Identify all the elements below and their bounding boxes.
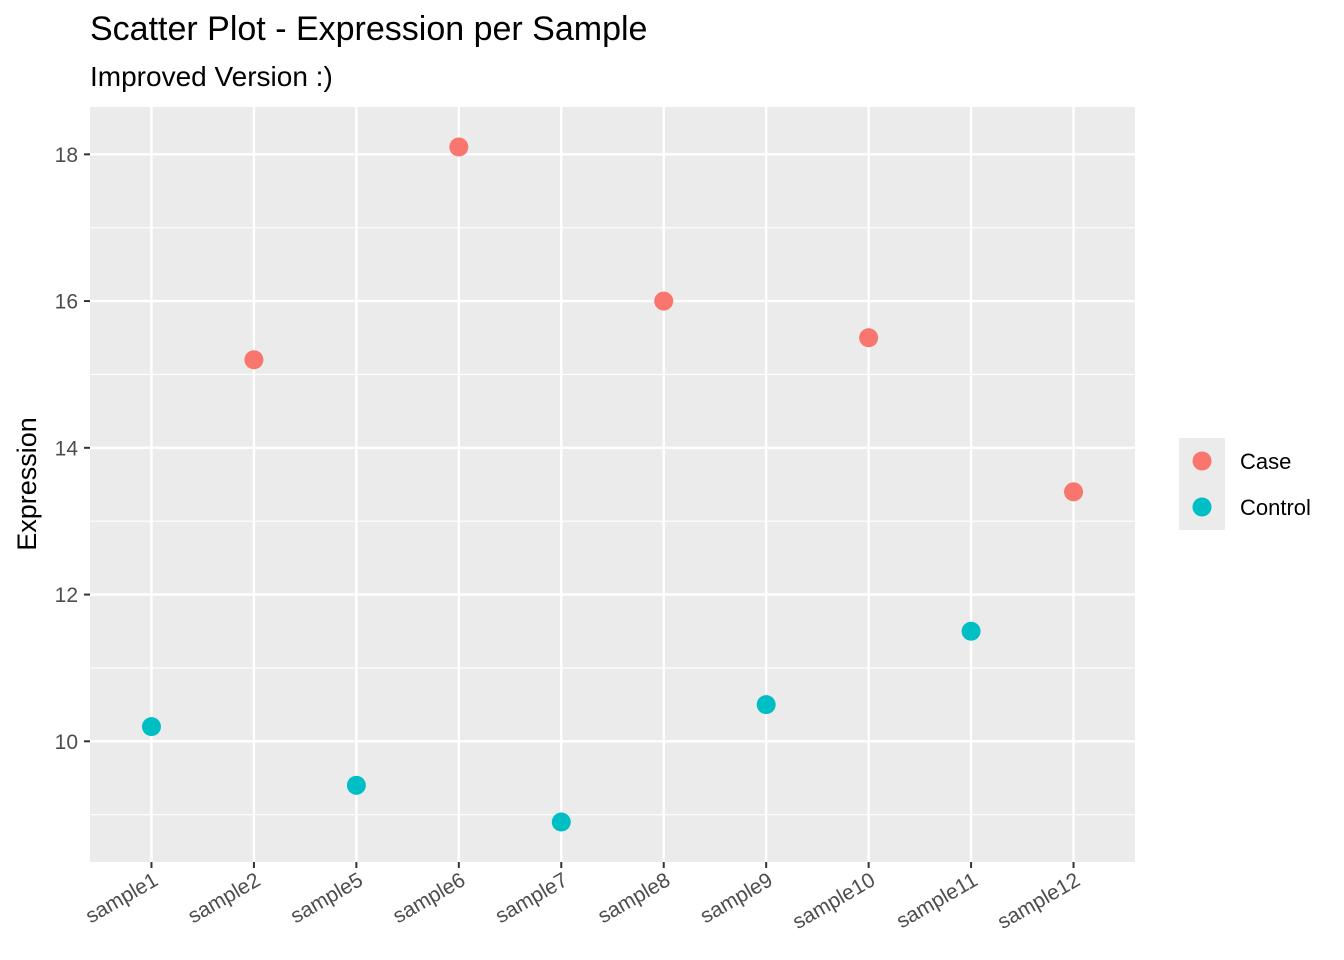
grid-layer — [90, 107, 1135, 862]
data-point-case — [244, 350, 264, 370]
x-tick-label: sample12 — [994, 868, 1084, 933]
x-tick-label: sample10 — [789, 868, 879, 933]
x-tick-label: sample1 — [82, 868, 162, 928]
data-point-case — [654, 291, 674, 311]
y-tick-label: 12 — [55, 584, 78, 607]
points-layer — [141, 137, 1084, 832]
data-point-case — [859, 328, 879, 348]
x-tick-label: sample5 — [287, 868, 367, 928]
data-point-control — [551, 812, 571, 832]
x-tick-label: sample8 — [594, 868, 674, 928]
data-point-control — [141, 717, 161, 737]
legend: Case Control — [1179, 438, 1311, 530]
x-tick-label: sample2 — [184, 868, 264, 928]
chart-subtitle: Improved Version :) — [90, 61, 333, 92]
legend-label-case: Case — [1240, 449, 1291, 474]
y-tick-label: 10 — [55, 731, 78, 754]
legend-label-control: Control — [1240, 495, 1311, 520]
data-point-control — [961, 621, 981, 641]
x-tick-label: sample6 — [389, 868, 469, 928]
y-tick-label: 16 — [55, 291, 78, 314]
x-tick-label: sample7 — [492, 868, 572, 928]
x-tick-label: sample11 — [893, 868, 982, 933]
plot-panel — [90, 107, 1135, 862]
y-tick-label: 14 — [55, 437, 79, 460]
data-point-control — [346, 775, 366, 795]
data-point-case — [449, 137, 469, 157]
chart-title: Scatter Plot - Expression per Sample — [90, 10, 647, 48]
legend-key-case — [1192, 451, 1212, 471]
y-tick-label: 18 — [55, 144, 78, 167]
data-point-control — [756, 695, 776, 715]
x-tick-label: sample9 — [696, 868, 776, 928]
legend-key-control — [1192, 497, 1212, 517]
data-point-case — [1064, 482, 1084, 502]
y-axis-title: Expression — [12, 417, 42, 551]
